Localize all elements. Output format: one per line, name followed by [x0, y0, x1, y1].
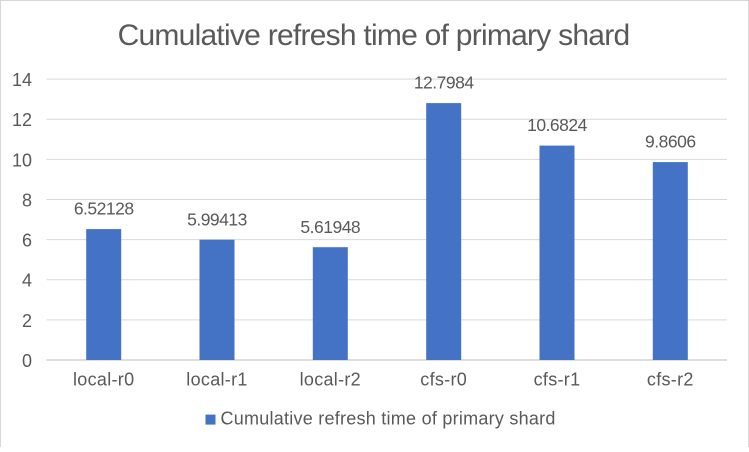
- svg-text:5.61948: 5.61948: [300, 217, 360, 237]
- svg-text:5.99413: 5.99413: [187, 209, 247, 229]
- svg-text:local-r0: local-r0: [73, 370, 134, 390]
- svg-text:14: 14: [12, 70, 32, 90]
- svg-text:10: 10: [12, 150, 32, 170]
- svg-text:2: 2: [22, 311, 32, 331]
- svg-text:cfs-r2: cfs-r2: [647, 370, 694, 390]
- svg-text:12: 12: [12, 110, 32, 130]
- svg-text:9.8606: 9.8606: [645, 132, 696, 152]
- svg-text:cfs-r0: cfs-r0: [420, 370, 467, 390]
- svg-text:cfs-r1: cfs-r1: [534, 370, 581, 390]
- svg-text:8: 8: [22, 191, 32, 211]
- svg-text:4: 4: [22, 271, 32, 291]
- svg-text:local-r1: local-r1: [186, 370, 247, 390]
- svg-text:0: 0: [22, 351, 32, 371]
- svg-text:6.52128: 6.52128: [74, 199, 134, 219]
- svg-text:local-r2: local-r2: [300, 370, 361, 390]
- svg-text:Cumulative refresh time of pri: Cumulative refresh time of primary shard: [118, 19, 630, 52]
- svg-text:12.7984: 12.7984: [414, 73, 475, 93]
- svg-text:6: 6: [22, 231, 32, 251]
- svg-text:Cumulative refresh time of pri: Cumulative refresh time of primary shard: [221, 409, 556, 429]
- svg-text:10.6824: 10.6824: [527, 115, 588, 135]
